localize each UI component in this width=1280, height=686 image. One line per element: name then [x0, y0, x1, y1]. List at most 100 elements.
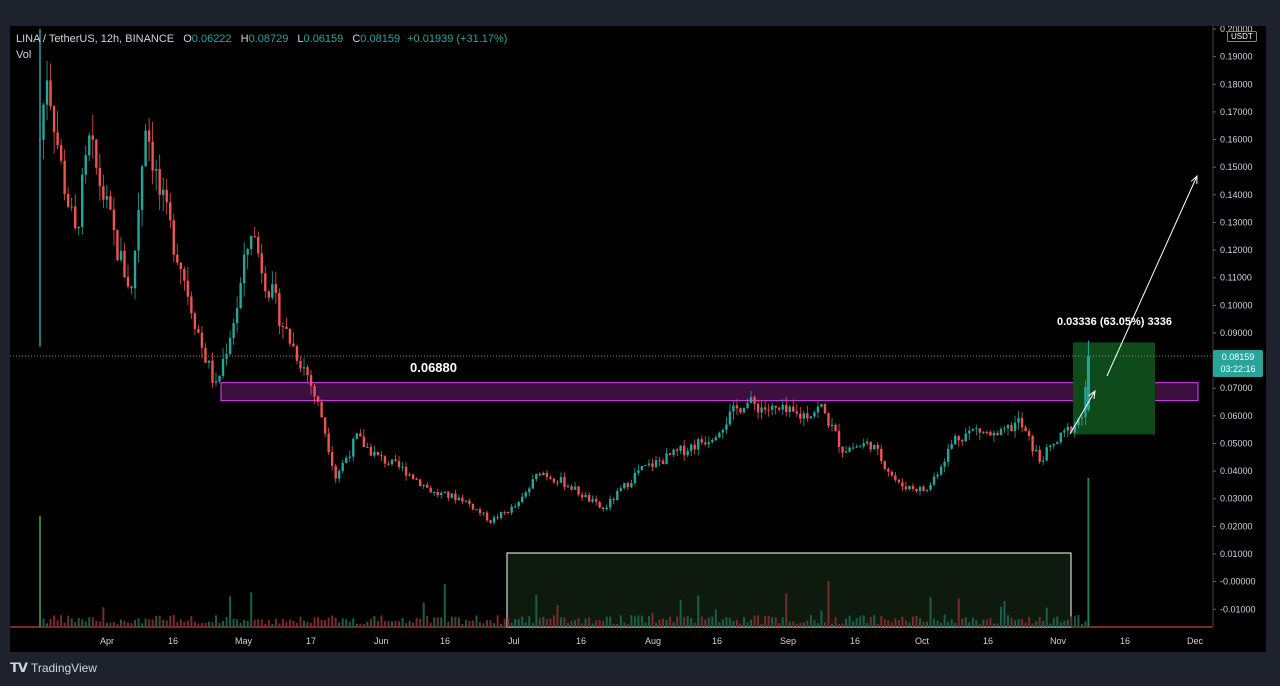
volume-bar: [662, 618, 665, 627]
volume-bar: [496, 615, 499, 627]
volume-legend[interactable]: Vol: [16, 49, 32, 61]
volume-bar: [1035, 621, 1038, 627]
candle-body: [401, 466, 404, 468]
time-tick-label: Dec: [1187, 636, 1204, 646]
candle-body: [968, 430, 971, 434]
candle-body: [862, 443, 865, 447]
level-label[interactable]: 0.06880: [410, 360, 457, 375]
volume-bar: [964, 617, 967, 627]
candle-body: [514, 506, 517, 508]
candle-body: [119, 250, 123, 260]
candle-body: [623, 483, 626, 489]
low-value: 0.06159: [303, 33, 344, 45]
candle-body: [753, 397, 756, 404]
candle-body: [510, 506, 513, 513]
volume-bar: [141, 623, 144, 627]
candle-body: [774, 405, 777, 408]
volume-bar: [827, 581, 830, 627]
candle-body: [602, 507, 605, 510]
candle-body: [749, 397, 753, 404]
volume-bar: [426, 615, 429, 627]
volume-bar: [940, 622, 943, 627]
candle-body: [524, 492, 527, 497]
chart-canvas[interactable]: 0.20000 0.19000 0.18000 0.17000 0.16000 0.150…: [10, 26, 1266, 652]
volume-bar: [746, 622, 749, 627]
currency-unit-badge[interactable]: USDT: [1227, 31, 1257, 42]
candle-body: [1013, 422, 1017, 432]
candle-body: [946, 448, 950, 462]
candle-body: [123, 250, 126, 277]
candle-body: [535, 473, 538, 480]
volume-bar: [507, 618, 510, 627]
volume-bar: [644, 622, 647, 627]
volume-bar: [81, 619, 84, 627]
volume-bar: [98, 621, 101, 627]
candle-body: [992, 432, 996, 436]
candle-body: [506, 512, 510, 514]
candle-body: [690, 444, 693, 451]
candle-body: [830, 424, 834, 427]
candle-body: [873, 444, 876, 450]
footer-branding[interactable]: 𝗧𝗩 TradingView: [10, 660, 97, 676]
volume-bar: [225, 616, 228, 627]
candle-body: [714, 437, 718, 441]
volume-bar: [204, 622, 207, 627]
candle-body: [971, 429, 974, 431]
candle-body: [345, 457, 348, 463]
candle-body: [489, 520, 492, 523]
volume-bar: [148, 619, 151, 627]
measure-label[interactable]: 0.03336 (63.05%) 3336: [1057, 316, 1172, 328]
candle-body: [418, 479, 422, 487]
candle-body: [612, 498, 615, 501]
volume-bar: [834, 617, 837, 627]
volume-bar: [482, 623, 485, 627]
volume-bar: [130, 623, 133, 627]
volume-bar: [493, 623, 496, 627]
candle-body: [338, 471, 341, 479]
volume-bar: [823, 622, 826, 627]
candle-body: [816, 406, 820, 413]
volume-bar: [598, 620, 601, 627]
candle-body: [443, 491, 446, 493]
time-tick-label: Jun: [374, 636, 389, 646]
candle-body: [207, 360, 211, 363]
volume-bar: [630, 615, 633, 627]
volume-bar: [542, 617, 545, 627]
volume-bar: [911, 616, 914, 627]
chart-area[interactable]: 0.20000 0.19000 0.18000 0.17000 0.16000 0.150…: [10, 26, 1266, 652]
symbol-name[interactable]: LINA / TetherUS, 12h, BINANCE: [16, 33, 175, 45]
price-tick-label: 0.04000: [1220, 466, 1253, 476]
volume-bar: [46, 623, 49, 627]
candle-body: [957, 436, 960, 441]
candle-body: [573, 486, 577, 490]
candle-body: [925, 489, 929, 491]
candle-body: [704, 442, 707, 445]
candle-body: [81, 174, 84, 228]
price-tick-label: 0.07000: [1220, 383, 1253, 393]
volume-bar: [134, 619, 137, 627]
volume-bar: [295, 622, 298, 627]
candle-body: [299, 360, 302, 369]
volume-bar: [84, 621, 87, 627]
candle-body: [408, 474, 411, 476]
candle-body: [887, 468, 890, 472]
candle-body: [682, 445, 686, 456]
volume-bar: [352, 618, 355, 627]
volume-bar: [693, 622, 696, 627]
volume-bar: [609, 616, 612, 627]
candle-body: [869, 441, 872, 450]
candle-body: [74, 206, 77, 229]
candle-body: [66, 193, 70, 207]
candle-body: [665, 453, 668, 465]
volume-bar: [584, 618, 587, 627]
candle-body: [559, 477, 563, 483]
volume-bar: [999, 606, 1002, 627]
candle-body: [362, 436, 366, 447]
volume-bar: [380, 615, 383, 627]
candle-body: [426, 484, 429, 488]
volume-bar: [464, 620, 467, 627]
volume-bar: [707, 617, 710, 627]
volume-bar: [806, 620, 809, 627]
candle-body: [211, 360, 214, 383]
candle-body: [739, 408, 742, 413]
